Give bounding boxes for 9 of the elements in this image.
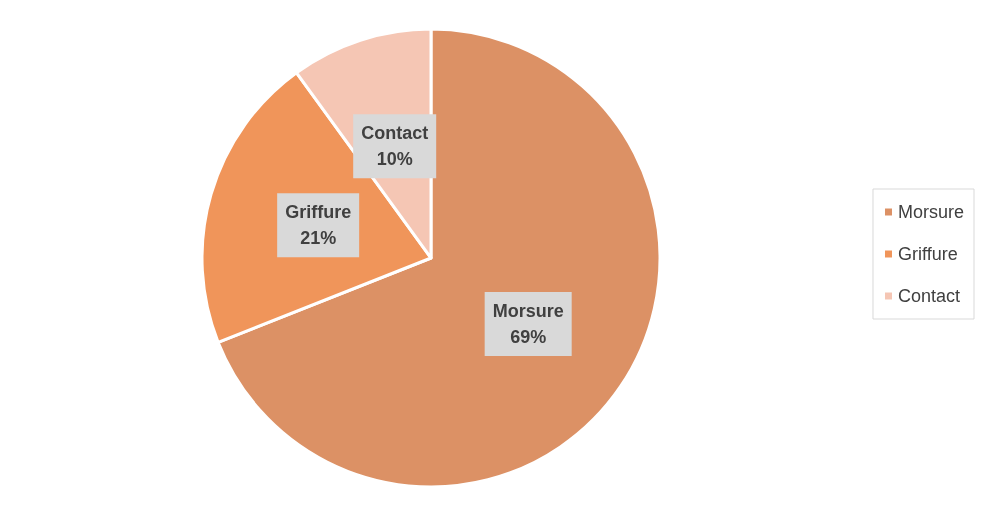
slice-label: Contact	[361, 123, 429, 144]
data-label: 21%	[300, 228, 337, 249]
data-label: 10%	[376, 149, 413, 170]
data-label: 69%	[510, 327, 547, 348]
legend-label: Morsure	[897, 202, 964, 222]
legend-label: Contact	[897, 286, 961, 306]
slice-label: Griffure	[285, 202, 352, 223]
legend-label: Griffure	[897, 244, 958, 264]
slice-label: Morsure	[492, 301, 564, 322]
